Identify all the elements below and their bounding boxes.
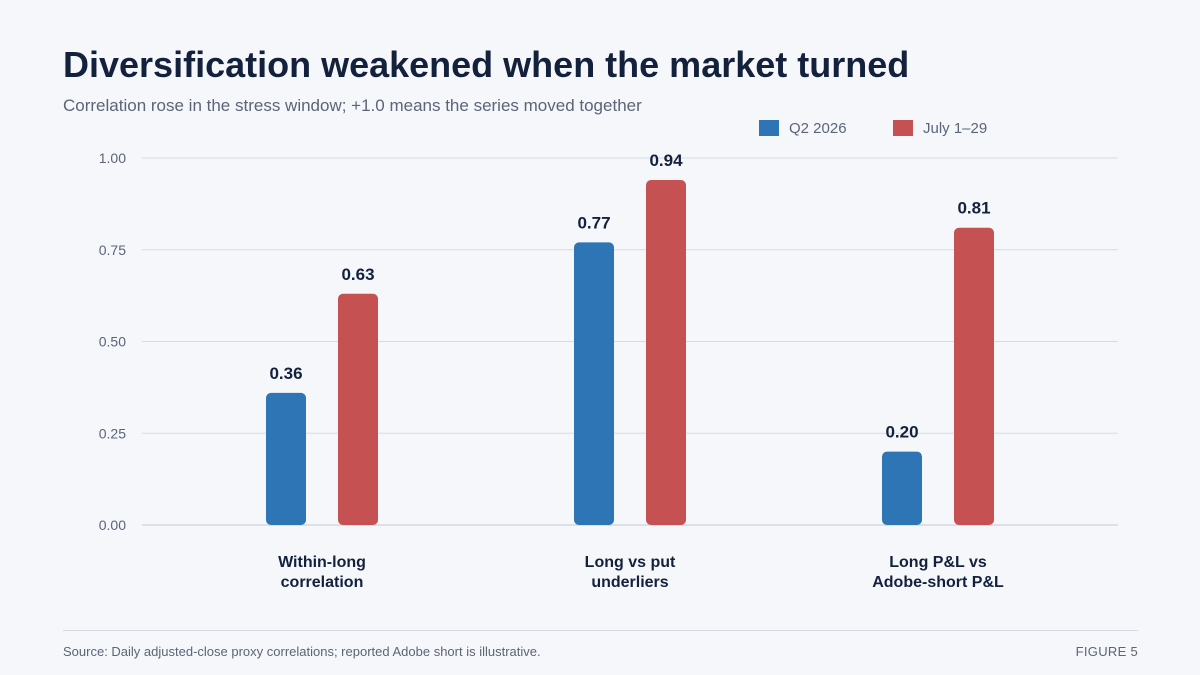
- legend-swatch: [759, 120, 779, 136]
- bar-q2-2026: [266, 392, 306, 525]
- bars: [266, 180, 994, 526]
- x-tick-label-line: Adobe-short P&L: [872, 574, 1004, 591]
- data-label: 0.20: [885, 423, 918, 442]
- bar-july: [646, 180, 686, 525]
- legend: Q2 2026 July 1–29: [759, 120, 987, 137]
- data-label: 0.63: [341, 265, 374, 284]
- bar-q2-2026: [574, 242, 614, 525]
- legend-label: Q2 2026: [789, 120, 847, 137]
- footer-divider: [63, 630, 1138, 631]
- y-tick-label: 0.75: [99, 242, 126, 258]
- figure-label: FIGURE 5: [1075, 644, 1138, 659]
- chart-title: Diversification weakened when the market…: [63, 44, 910, 85]
- y-tick-label: 0.00: [99, 517, 126, 533]
- bar-q2-2026: [882, 451, 922, 525]
- x-tick-label-line: correlation: [281, 574, 364, 591]
- y-axis-ticks: 0.00 0.25 0.50 0.75 1.00: [99, 150, 126, 533]
- x-axis-ticks: Within-long correlation Long vs put underli…: [278, 554, 1004, 591]
- legend-label: July 1–29: [923, 120, 987, 137]
- x-tick-label-line: Long vs put: [585, 554, 676, 571]
- data-label: 0.36: [269, 364, 302, 383]
- data-label: 0.81: [957, 199, 990, 218]
- legend-swatch: [893, 120, 913, 136]
- x-tick-label-line: underliers: [591, 574, 668, 591]
- data-labels: 0.36 0.77 0.20 0.63 0.94 0.81: [269, 151, 990, 442]
- y-tick-label: 0.50: [99, 334, 126, 350]
- x-tick-label: Long vs put underliers: [585, 554, 676, 591]
- y-tick-label: 1.00: [99, 150, 126, 166]
- chart-subtitle: Correlation rose in the stress window; +…: [63, 96, 642, 115]
- x-tick-label: Long P&L vs Adobe-short P&L: [872, 554, 1004, 591]
- data-label: 0.77: [577, 213, 610, 232]
- bar-july: [954, 227, 994, 526]
- x-tick-label: Within-long correlation: [278, 554, 366, 591]
- y-tick-label: 0.25: [99, 425, 126, 441]
- x-tick-label-line: Long P&L vs: [889, 554, 987, 571]
- x-tick-label-line: Within-long: [278, 554, 366, 571]
- bar-july: [338, 293, 378, 525]
- data-label: 0.94: [649, 151, 683, 170]
- source-note: Source: Daily adjusted-close proxy corre…: [63, 644, 541, 659]
